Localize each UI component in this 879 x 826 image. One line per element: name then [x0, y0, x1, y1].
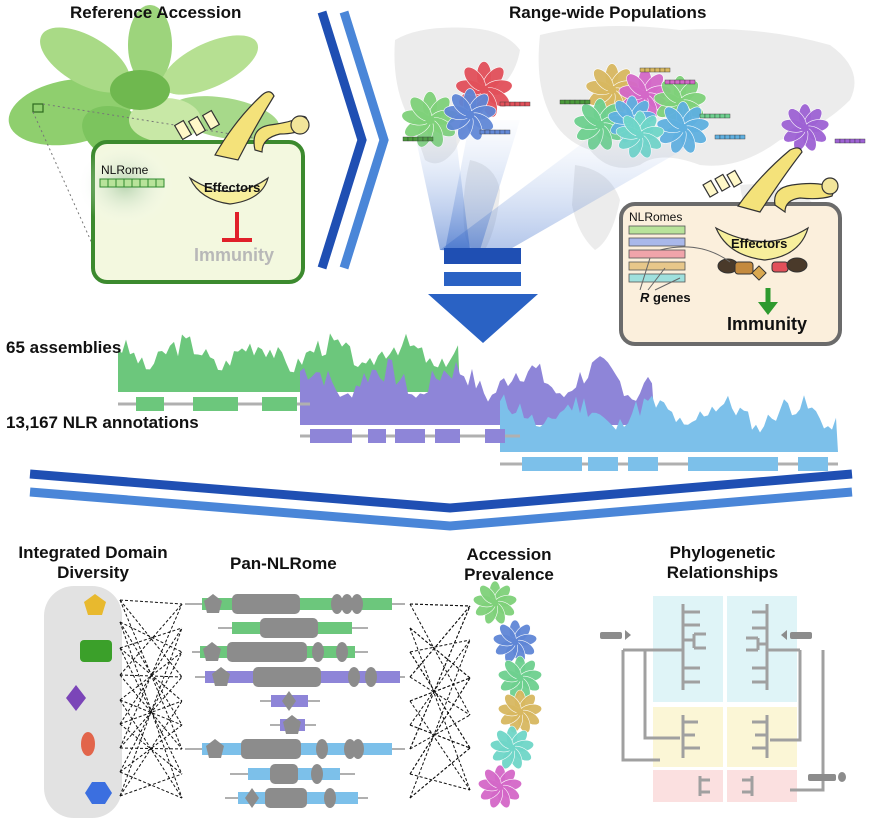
rect-domain-icon — [80, 640, 112, 662]
prevalence-rosette-1 — [492, 619, 538, 664]
integrated-domain-line1: Integrated Domain — [18, 543, 168, 562]
accession-line1: Accession — [466, 545, 552, 564]
gene-strip — [714, 134, 746, 140]
gene-model — [192, 642, 368, 662]
rosette-10 — [780, 103, 830, 152]
pan-nlrome-gene-models — [185, 594, 405, 808]
gene-strip — [834, 138, 866, 144]
gene-strip — [559, 99, 591, 105]
gene-strip — [664, 79, 696, 85]
accession-rosettes — [472, 580, 543, 809]
phylo-line1: Phylogenetic — [669, 543, 776, 562]
chevron-arrow-icon — [317, 10, 389, 270]
prevalence-rosette-0 — [472, 580, 518, 625]
effector-chain — [717, 257, 808, 281]
population-cell — [619, 202, 842, 346]
pathogen-icon — [173, 91, 310, 161]
nlrome-gene-strip — [99, 178, 165, 188]
gene-model — [185, 594, 405, 614]
prevalence-rosette-2 — [497, 655, 543, 700]
accession-prevalence-title: Accession Prevalence — [444, 545, 574, 585]
prevalence-rosette-3 — [497, 689, 543, 734]
prevalence-connections — [409, 603, 471, 799]
assembly-coverage-tracks — [118, 333, 838, 471]
diamond-domain-icon — [66, 685, 86, 711]
r-genes-rest: genes — [649, 290, 691, 305]
pentagon-domain-icon — [84, 594, 106, 615]
nlromes-gene-stack — [628, 225, 686, 283]
gene-model — [225, 788, 368, 808]
reference-accession-title: Reference Accession — [70, 3, 242, 22]
phylogeny-panel — [600, 596, 846, 802]
ellipse-domain-icon — [81, 732, 95, 756]
phylo-line2: Relationships — [666, 563, 779, 582]
nlromes-label: NLRomes — [629, 210, 683, 224]
reference-cell — [77, 140, 305, 284]
gene-strip — [699, 113, 731, 119]
assemblies-count: 65 assemblies — [6, 338, 122, 357]
hexagon-domain-icon — [85, 782, 112, 804]
gene-strip — [639, 67, 671, 73]
phylogenetic-title: Phylogenetic Relationships — [640, 543, 805, 583]
pathogen-icon-2 — [702, 147, 839, 214]
effectors-label-2: Effectors — [731, 236, 788, 251]
prevalence-rosette-5 — [477, 764, 523, 809]
integrated-domain-panel — [44, 586, 122, 818]
coverage-silhouette — [500, 394, 838, 452]
pan-nlrome-title: Pan-NLRome — [230, 554, 337, 573]
gene-strip — [499, 101, 531, 107]
prevalence-rosette-4 — [489, 725, 535, 770]
immunity-label-muted: Immunity — [194, 245, 275, 265]
domain-connections — [119, 599, 183, 799]
gene-model — [270, 715, 316, 734]
gene-model — [185, 739, 405, 759]
down-arrow-icon — [428, 248, 538, 343]
range-wide-title: Range-wide Populations — [509, 3, 707, 22]
coverage-silhouette — [118, 333, 460, 392]
convergence-beams — [415, 120, 700, 255]
integrated-domain-title: Integrated Domain Diversity — [0, 543, 186, 583]
annotation-row — [118, 397, 310, 411]
effectors-label: Effectors — [204, 180, 261, 195]
gene-model — [218, 618, 368, 638]
nlr-annotations-count: 13,167 NLR annotations — [6, 413, 199, 432]
converging-arrow — [29, 469, 853, 531]
integrated-domain-line2: Diversity — [57, 563, 129, 582]
nlrome-label: NLRome — [101, 163, 149, 177]
annotation-row — [300, 429, 520, 443]
annotation-row — [500, 457, 838, 471]
immunity-label: Immunity — [727, 314, 808, 334]
gene-model — [230, 764, 355, 784]
r-genes-italic: R — [640, 290, 650, 305]
accession-line2: Prevalence — [464, 565, 554, 584]
r-genes-label: R genes — [640, 290, 691, 305]
gene-model — [260, 691, 320, 711]
gene-model — [195, 667, 405, 687]
